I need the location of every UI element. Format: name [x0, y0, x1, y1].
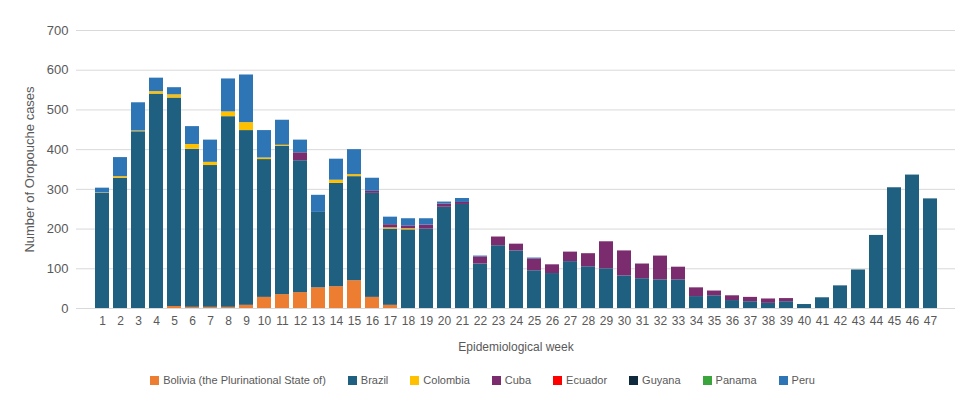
svg-text:700: 700: [47, 23, 69, 38]
svg-text:100: 100: [47, 261, 69, 276]
svg-text:27: 27: [564, 314, 578, 328]
html-text:Colombia: Colombia: [423, 374, 470, 386]
svg-text:24: 24: [510, 314, 524, 328]
svg-text:32: 32: [654, 314, 668, 328]
svg-text:13: 13: [312, 314, 326, 328]
svg-text:9: 9: [243, 314, 250, 328]
svg-text:200: 200: [47, 221, 69, 236]
svg-text:1: 1: [99, 314, 106, 328]
svg-text:28: 28: [582, 314, 596, 328]
svg-text:3: 3: [135, 314, 142, 328]
svg-text:21: 21: [456, 314, 470, 328]
html-text:Ecuador: Ecuador: [566, 374, 608, 386]
svg-text:0: 0: [61, 301, 68, 316]
svg-text:15: 15: [348, 314, 362, 328]
svg-text:45: 45: [888, 314, 902, 328]
svg-text:6: 6: [189, 314, 196, 328]
html-text:Panama: Panama: [715, 374, 757, 386]
svg-text:12: 12: [294, 314, 308, 328]
svg-text:34: 34: [690, 314, 704, 328]
svg-text:20: 20: [438, 314, 452, 328]
svg-text:44: 44: [870, 314, 884, 328]
svg-text:36: 36: [726, 314, 740, 328]
svg-text:22: 22: [474, 314, 488, 328]
svg-text:Epidemiological week: Epidemiological week: [458, 340, 574, 354]
svg-text:400: 400: [47, 142, 69, 157]
svg-text:16: 16: [366, 314, 380, 328]
svg-text:23: 23: [492, 314, 506, 328]
svg-text:25: 25: [528, 314, 542, 328]
svg-text:31: 31: [636, 314, 650, 328]
svg-text:30: 30: [618, 314, 632, 328]
html-text:Guyana: Guyana: [642, 374, 681, 386]
svg-text:300: 300: [47, 182, 69, 197]
svg-text:46: 46: [906, 314, 920, 328]
svg-text:47: 47: [924, 314, 938, 328]
svg-text:29: 29: [600, 314, 614, 328]
svg-text:42: 42: [834, 314, 848, 328]
svg-text:8: 8: [225, 314, 232, 328]
html-text:Peru: Peru: [791, 374, 815, 386]
svg-text:40: 40: [798, 314, 812, 328]
svg-text:600: 600: [47, 62, 69, 77]
svg-text:2: 2: [117, 314, 124, 328]
svg-text:35: 35: [708, 314, 722, 328]
svg-text:14: 14: [330, 314, 344, 328]
svg-text:18: 18: [402, 314, 416, 328]
svg-text:500: 500: [47, 102, 69, 117]
svg-text:39: 39: [780, 314, 794, 328]
svg-text:5: 5: [171, 314, 178, 328]
svg-text:10: 10: [258, 314, 272, 328]
svg-text:43: 43: [852, 314, 866, 328]
svg-text:41: 41: [816, 314, 830, 328]
svg-text:19: 19: [420, 314, 434, 328]
svg-text:17: 17: [384, 314, 398, 328]
svg-text:33: 33: [672, 314, 686, 328]
svg-text:38: 38: [762, 314, 776, 328]
svg-text:Number of Oropouche cases: Number of Oropouche cases: [22, 86, 37, 253]
svg-text:26: 26: [546, 314, 560, 328]
svg-text:4: 4: [153, 314, 160, 328]
svg-text:37: 37: [744, 314, 758, 328]
svg-text:11: 11: [276, 314, 289, 328]
html-text:Brazil: Brazil: [360, 374, 389, 386]
html-text:Bolivia (the Plurinational Sta: Bolivia (the Plurinational State of): [163, 374, 326, 386]
svg-text:7: 7: [207, 314, 214, 328]
html-text:Cuba: Cuba: [504, 374, 532, 386]
